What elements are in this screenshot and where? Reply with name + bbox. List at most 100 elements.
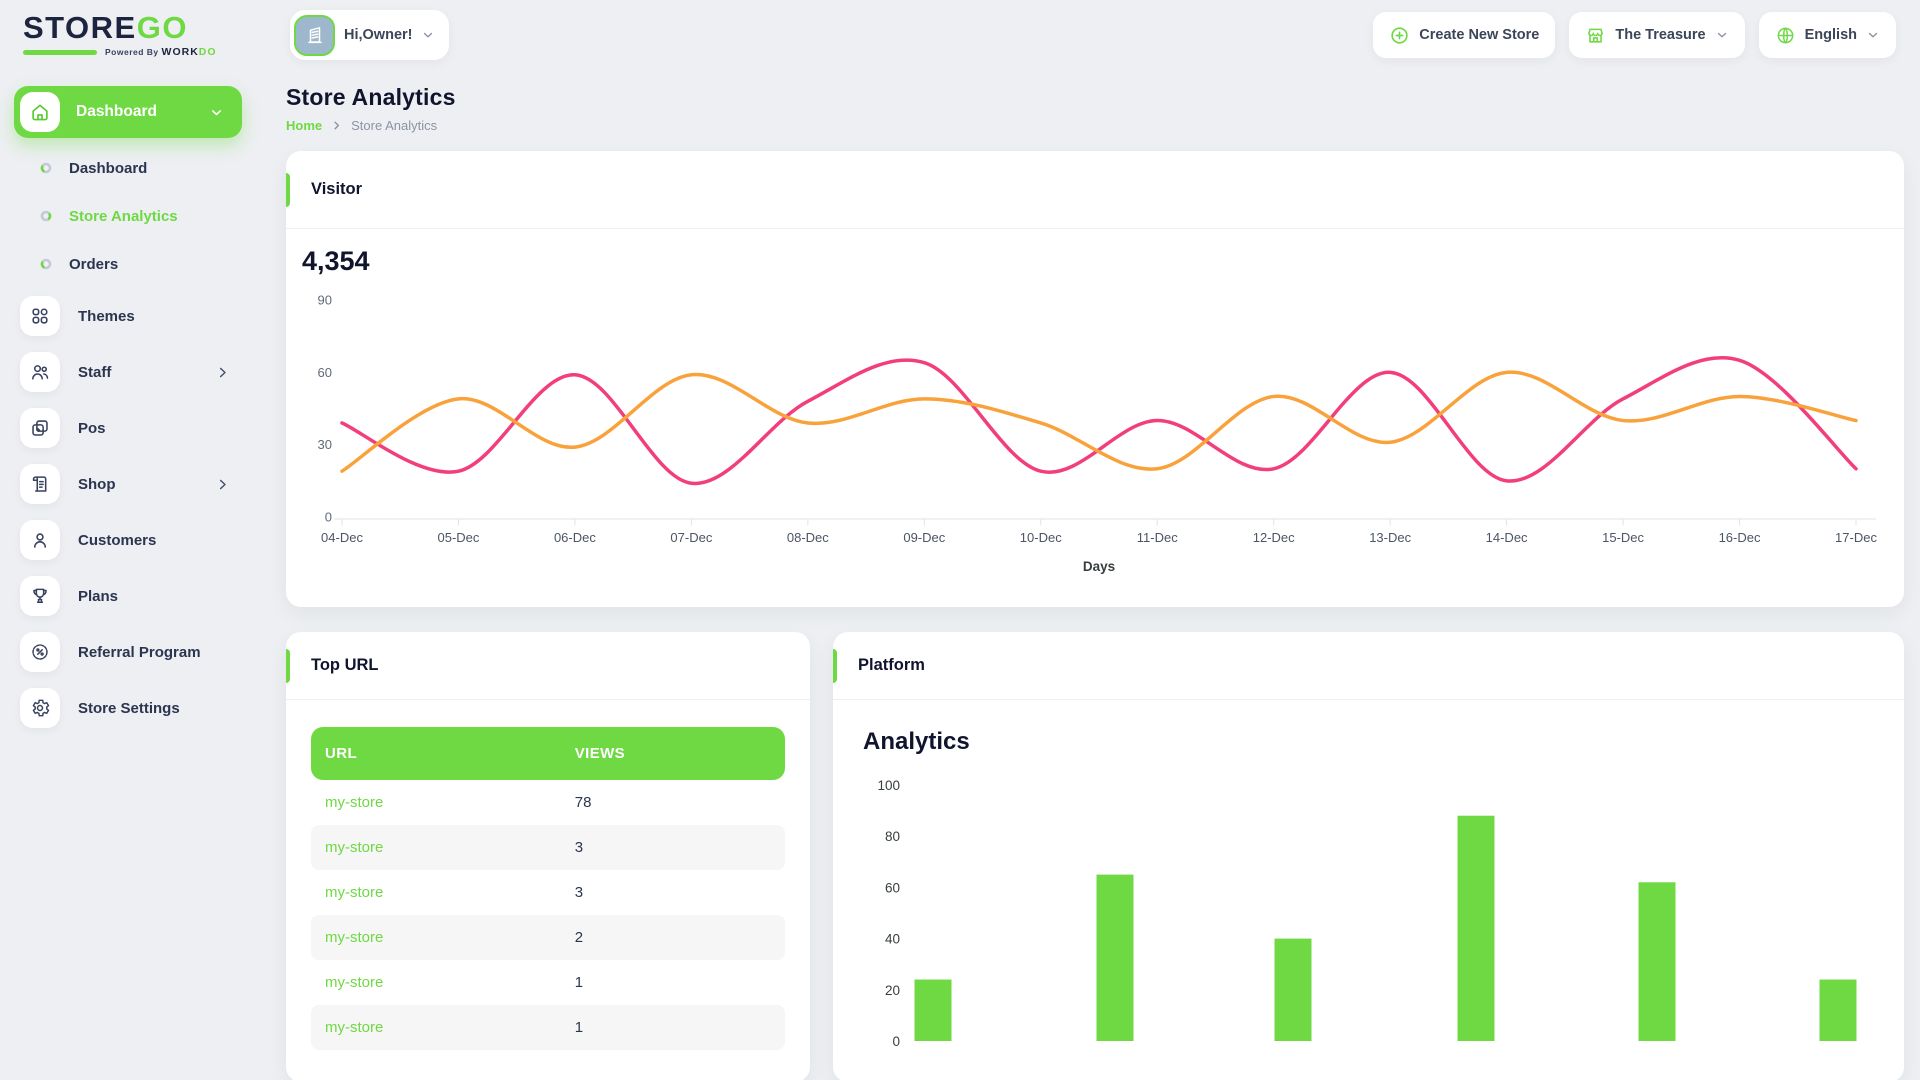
sidebar-item-plans[interactable]: Plans <box>14 568 242 624</box>
platform-card-title: Platform <box>858 656 925 674</box>
topbar-actions: Create New Store The Treasure English <box>1373 12 1896 58</box>
url-link[interactable]: my-store <box>325 884 384 901</box>
create-new-store-label: Create New Store <box>1419 27 1540 43</box>
language-selector[interactable]: English <box>1758 12 1896 58</box>
svg-text:80: 80 <box>885 829 900 844</box>
svg-text:100: 100 <box>877 778 900 793</box>
svg-text:90: 90 <box>318 293 332 308</box>
svg-text:13-Dec: 13-Dec <box>1369 530 1411 545</box>
visitor-line-chart: 0 30 60 90 04-Dec 05-Dec 06-Dec 07-Dec 08-Dec 09-… <box>318 293 1878 575</box>
chevron-down-icon <box>421 28 435 42</box>
chevron-right-icon <box>331 120 342 131</box>
platform-bar-chart: 0 20 40 60 80 100 <box>877 778 1857 1049</box>
sidebar-item-orders[interactable]: Orders <box>14 240 242 288</box>
svg-text:30: 30 <box>318 438 332 453</box>
sidebar-item-store-analytics[interactable]: Store Analytics <box>14 192 242 240</box>
card-accent-bar <box>286 648 290 683</box>
url-link[interactable]: my-store <box>325 929 384 946</box>
store-selector-label: The Treasure <box>1615 27 1706 43</box>
platform-card: Platform Analytics 0 20 40 60 80 100 <box>833 632 1904 1080</box>
table-row: my-store 1 <box>311 960 785 1005</box>
column-header-views: VIEWS <box>574 745 626 762</box>
sidebar-item-label: Customers <box>78 531 157 549</box>
svg-text:11-Dec: 11-Dec <box>1137 530 1178 545</box>
svg-text:60: 60 <box>885 880 900 895</box>
sidebar-item-label: Themes <box>78 307 135 325</box>
url-link[interactable]: my-store <box>325 1019 384 1036</box>
url-link[interactable]: my-store <box>325 794 384 811</box>
table-row: my-store 78 <box>311 780 785 825</box>
views-value: 3 <box>574 884 584 901</box>
globe-icon <box>1775 25 1796 46</box>
sidebar-item-themes[interactable]: Themes <box>14 288 242 344</box>
breadcrumb-home-link[interactable]: Home <box>286 118 323 133</box>
building-icon <box>294 14 335 56</box>
url-link[interactable]: my-store <box>325 974 384 991</box>
table-row: my-store 2 <box>311 915 785 960</box>
page-title: Store Analytics <box>286 84 456 110</box>
sidebar-item-label: Referral Program <box>78 643 201 661</box>
themes-icon <box>20 296 60 336</box>
sidebar-item-store-settings[interactable]: Store Settings <box>14 680 242 736</box>
sidebar-item-dashboard-group[interactable]: Dashboard <box>14 86 242 138</box>
svg-text:04-Dec: 04-Dec <box>321 530 363 545</box>
user-menu-button[interactable]: Hi,Owner! <box>290 10 450 60</box>
language-selector-label: English <box>1804 27 1857 43</box>
chevron-down-icon <box>1715 28 1729 42</box>
create-new-store-button[interactable]: Create New Store <box>1373 12 1556 58</box>
bullet-icon <box>40 258 52 270</box>
greeting-label: Hi,Owner! <box>344 27 413 43</box>
shop-icon <box>20 464 60 504</box>
sidebar-item-dashboard[interactable]: Dashboard <box>14 144 242 192</box>
sidebar-item-staff[interactable]: Staff <box>14 344 242 400</box>
views-value: 78 <box>574 794 592 811</box>
logo-text-go: GO <box>136 10 188 45</box>
home-icon <box>20 92 60 132</box>
visitor-total: 4,354 <box>302 246 370 276</box>
svg-text:06-Dec: 06-Dec <box>554 530 596 545</box>
table-row: my-store 3 <box>311 825 785 870</box>
chevron-down-icon <box>209 105 224 120</box>
svg-text:07-Dec: 07-Dec <box>670 530 712 545</box>
table-row: my-store 3 <box>311 870 785 915</box>
views-value: 1 <box>574 974 584 991</box>
svg-text:Days: Days <box>1083 559 1115 574</box>
chevron-right-icon <box>215 365 230 380</box>
sidebar-item-label: Orders <box>69 255 119 273</box>
plus-circle-icon <box>1389 25 1410 46</box>
sidebar-item-pos[interactable]: Pos <box>14 400 242 456</box>
card-accent-bar <box>833 648 837 683</box>
top-url-card: Top URL URL VIEWS my-store 78 my-store 3 my-… <box>286 632 810 1080</box>
url-link[interactable]: my-store <box>325 839 384 856</box>
main-content: Store Analytics Home Store Analytics Vis… <box>256 70 1920 1080</box>
sidebar-item-referral-program[interactable]: Referral Program <box>14 624 242 680</box>
sidebar: Dashboard Dashboard Store Analytics Orders… <box>0 70 256 736</box>
powered-by-tagline: Powered By WORKDO <box>105 46 217 58</box>
sidebar-item-customers[interactable]: Customers <box>14 512 242 568</box>
views-value: 1 <box>574 1019 584 1036</box>
topbar: STOREGO Powered By WORKDO Hi,Owner! Crea… <box>0 0 1920 70</box>
top-url-card-title: Top URL <box>311 656 379 674</box>
storego-logo: STOREGO Powered By WORKDO <box>23 12 280 58</box>
sidebar-item-label: Store Analytics <box>69 207 178 225</box>
staff-icon <box>20 352 60 392</box>
sidebar-item-label: Plans <box>78 587 119 605</box>
sidebar-item-label: Shop <box>78 475 116 493</box>
svg-text:16-Dec: 16-Dec <box>1719 530 1761 545</box>
store-selector[interactable]: The Treasure <box>1569 12 1745 58</box>
svg-text:40: 40 <box>885 932 900 947</box>
customers-icon <box>20 520 60 560</box>
visitor-card: Visitor 4,354 0 30 60 90 04-Dec 05-Dec 06-Dec 0… <box>286 151 1904 607</box>
svg-text:09-Dec: 09-Dec <box>903 530 945 545</box>
chevron-right-icon <box>215 477 230 492</box>
svg-text:12-Dec: 12-Dec <box>1253 530 1295 545</box>
plans-icon <box>20 576 60 616</box>
pos-icon <box>20 408 60 448</box>
svg-text:0: 0 <box>892 1034 900 1049</box>
logo-underline <box>23 49 97 55</box>
sidebar-item-shop[interactable]: Shop <box>14 456 242 512</box>
bullet-icon <box>40 162 52 174</box>
svg-text:10-Dec: 10-Dec <box>1020 530 1062 545</box>
top-url-table: URL VIEWS my-store 78 my-store 3 my-store 3 my… <box>311 727 785 1050</box>
